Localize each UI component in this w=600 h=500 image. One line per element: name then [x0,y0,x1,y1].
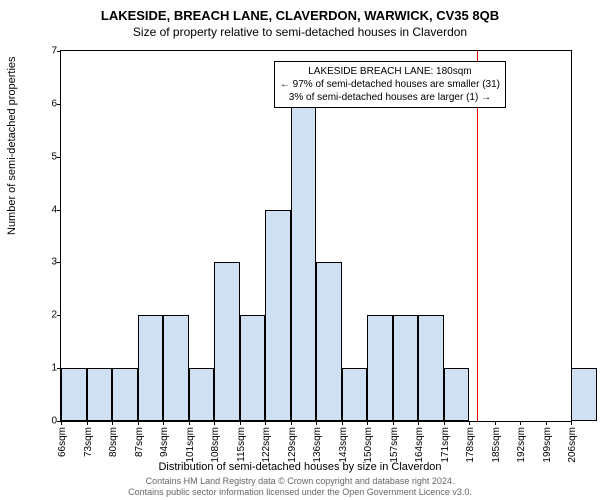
histogram-bar [163,315,189,421]
x-tick-label: 94sqm [159,427,170,457]
histogram-bar [214,262,240,421]
x-tick-label: 192sqm [516,427,527,463]
histogram-bar [367,315,393,421]
x-tick-mark [87,421,88,425]
x-tick-label: 122sqm [261,427,272,463]
y-tick-mark [57,210,61,211]
x-tick-label: 157sqm [389,427,400,463]
x-tick-label: 101sqm [185,427,196,463]
y-tick-mark [57,51,61,52]
y-tick-mark [57,104,61,105]
x-tick-label: 136sqm [312,427,323,463]
x-tick-label: 115sqm [236,427,247,462]
x-tick-mark [316,421,317,425]
x-tick-label: 108sqm [210,427,221,463]
histogram-bar [342,368,368,421]
x-tick-label: 171sqm [440,427,451,463]
chart-title-sub: Size of property relative to semi-detach… [0,25,600,39]
x-tick-label: 66sqm [57,427,68,457]
x-tick-label: 150sqm [363,427,374,463]
chart-container: LAKESIDE, BREACH LANE, CLAVERDON, WARWIC… [0,0,600,500]
x-tick-label: 143sqm [338,427,349,463]
footer-line1: Contains HM Land Registry data © Crown c… [0,476,600,487]
x-tick-mark [520,421,521,425]
x-tick-mark [265,421,266,425]
x-tick-mark [444,421,445,425]
x-tick-mark [393,421,394,425]
histogram-bar [112,368,138,421]
x-tick-label: 73sqm [83,427,94,457]
x-tick-label: 87sqm [134,427,145,457]
x-tick-mark [546,421,547,425]
x-tick-label: 178sqm [465,427,476,463]
x-tick-mark [469,421,470,425]
y-tick-mark [57,157,61,158]
x-tick-mark [342,421,343,425]
x-tick-label: 129sqm [287,427,298,463]
x-tick-mark [214,421,215,425]
histogram-bar [291,104,317,421]
plot-area: 0123456766sqm73sqm80sqm87sqm94sqm101sqm1… [60,50,572,422]
x-axis-label: Distribution of semi-detached houses by … [0,461,600,473]
histogram-bar [138,315,164,421]
annotation-line: ← 97% of semi-detached houses are smalle… [280,78,500,91]
histogram-bar [393,315,419,421]
histogram-bar [189,368,215,421]
y-tick-mark [57,315,61,316]
histogram-bar [418,315,444,421]
histogram-bar [265,210,291,421]
y-tick-mark [57,262,61,263]
x-tick-mark [571,421,572,425]
x-tick-mark [61,421,62,425]
chart-title-main: LAKESIDE, BREACH LANE, CLAVERDON, WARWIC… [0,0,600,23]
footer-attribution: Contains HM Land Registry data © Crown c… [0,476,600,498]
histogram-bar [316,262,342,421]
y-axis-label: Number of semi-detached properties [6,56,18,235]
footer-line2: Contains public sector information licen… [0,487,600,498]
x-tick-label: 206sqm [567,427,578,463]
x-tick-label: 185sqm [491,427,502,463]
histogram-bar [87,368,113,421]
x-tick-mark [367,421,368,425]
x-tick-mark [240,421,241,425]
annotation-line: 3% of semi-detached houses are larger (1… [280,91,500,104]
annotation-line: LAKESIDE BREACH LANE: 180sqm [280,65,500,78]
x-tick-mark [291,421,292,425]
x-tick-mark [138,421,139,425]
x-tick-label: 164sqm [414,427,425,463]
histogram-bar [61,368,87,421]
histogram-bar [444,368,470,421]
x-tick-mark [418,421,419,425]
x-tick-mark [189,421,190,425]
x-tick-label: 80sqm [108,427,119,457]
x-tick-mark [163,421,164,425]
x-tick-label: 199sqm [542,427,553,463]
x-tick-mark [112,421,113,425]
histogram-bar [571,368,597,421]
histogram-bar [240,315,266,421]
x-tick-mark [495,421,496,425]
annotation-box: LAKESIDE BREACH LANE: 180sqm← 97% of sem… [274,61,506,108]
